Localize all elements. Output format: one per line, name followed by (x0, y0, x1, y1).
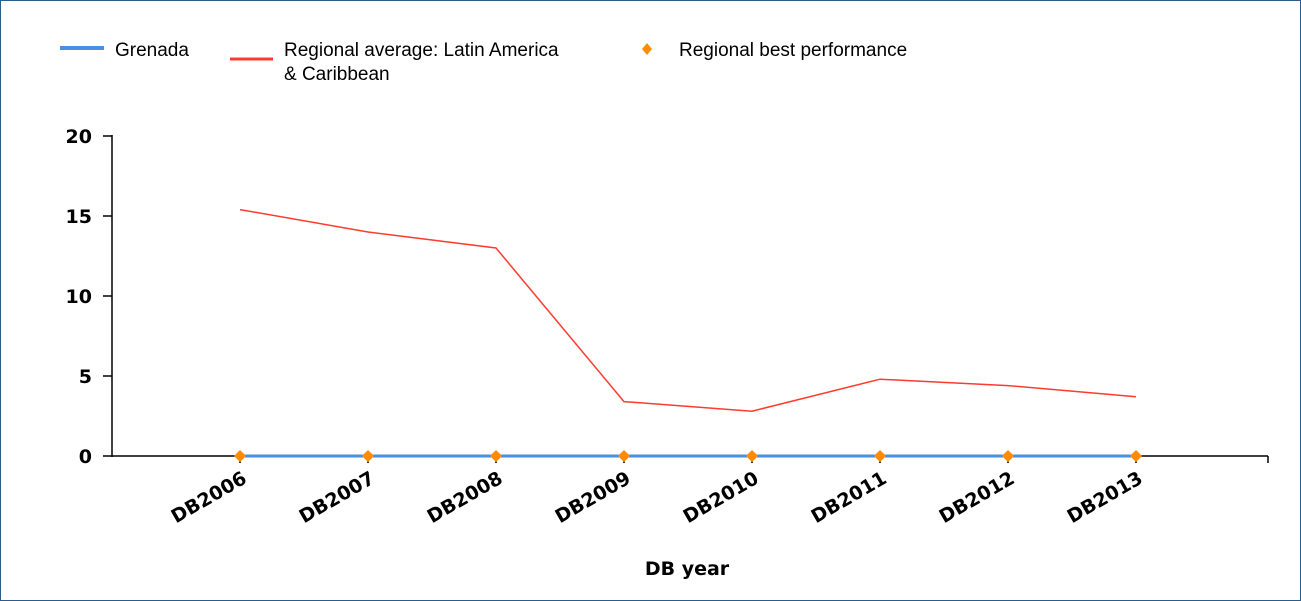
legend-label-regional-best: Regional best performance (679, 40, 907, 61)
legend: Grenada Regional average: Latin America … (60, 40, 907, 85)
series-marker-regional-best-performance-4 (746, 450, 758, 462)
x-tick-label-db2009: DB2009 (551, 467, 634, 528)
y-tick-label-0: 0 (79, 446, 92, 468)
y-tick-label-5: 5 (79, 366, 92, 388)
legend-item-grenada: Grenada (60, 40, 189, 61)
x-axis-ticks: DB2006 DB2007 DB2008 DB2009 DB2010 DB2011 DB20… (167, 456, 1147, 528)
series-marker-regional-best-performance-7 (1130, 450, 1142, 462)
x-tick-label-db2008: DB2008 (423, 467, 506, 528)
x-tick-label-db2013: DB2013 (1063, 467, 1146, 528)
series-marker-regional-best-performance-2 (490, 450, 502, 462)
x-axis-title: DB year (645, 558, 730, 580)
series-marker-regional-best-performance-3 (618, 450, 630, 462)
y-tick-label-10: 10 (66, 286, 92, 308)
x-tick-label-db2011: DB2011 (807, 467, 890, 528)
series-marker-regional-best-performance-0 (234, 450, 246, 462)
series-marker-regional-best-performance-1 (362, 450, 374, 462)
legend-item-regional-best: Regional best performance (642, 40, 907, 61)
x-tick-label-db2006: DB2006 (167, 467, 250, 528)
legend-label-regional-average-line1: Regional average: Latin America (284, 40, 559, 61)
legend-item-regional-average: Regional average: Latin America & Caribb… (230, 40, 564, 85)
series-line-regional-average-latin-america-caribbean (239, 208, 1137, 412)
legend-label-grenada: Grenada (115, 40, 189, 61)
x-tick-label-db2010: DB2010 (679, 467, 762, 528)
legend-marker-regional-best (642, 43, 652, 55)
x-tick-label-db2007: DB2007 (295, 467, 378, 528)
legend-label-regional-average-line2: & Caribbean (284, 64, 390, 85)
series-layer (234, 208, 1142, 462)
series-marker-regional-best-performance-6 (1002, 450, 1014, 462)
y-tick-label-20: 20 (66, 126, 92, 148)
y-axis-ticks: 0 5 10 15 20 (66, 126, 112, 468)
x-tick-label-db2012: DB2012 (935, 467, 1018, 528)
y-tick-label-15: 15 (66, 206, 92, 228)
series-marker-regional-best-performance-5 (874, 450, 886, 462)
legend-label-regional-average: Regional average: Latin America & Caribb… (284, 40, 564, 85)
